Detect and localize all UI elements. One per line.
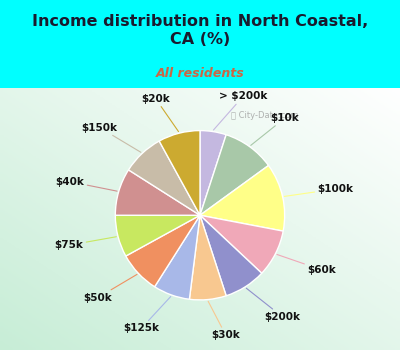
Text: $150k: $150k [82, 122, 141, 152]
Text: All residents: All residents [156, 67, 244, 80]
Wedge shape [159, 131, 200, 215]
Text: $40k: $40k [56, 177, 117, 191]
Wedge shape [126, 215, 200, 287]
Wedge shape [128, 141, 200, 215]
Text: $60k: $60k [277, 254, 336, 275]
Wedge shape [155, 215, 200, 299]
Text: $30k: $30k [208, 301, 240, 340]
Wedge shape [200, 215, 262, 296]
Text: $200k: $200k [246, 288, 300, 322]
Text: $75k: $75k [55, 237, 116, 250]
Wedge shape [115, 170, 200, 215]
Text: $20k: $20k [141, 94, 178, 132]
Wedge shape [200, 131, 226, 215]
Text: $50k: $50k [84, 274, 137, 302]
Text: ⓘ City-Data.com: ⓘ City-Data.com [232, 111, 299, 120]
Text: Income distribution in North Coastal,
CA (%): Income distribution in North Coastal, CA… [32, 14, 368, 47]
Wedge shape [115, 215, 200, 256]
Wedge shape [200, 166, 285, 231]
Text: > $200k: > $200k [214, 91, 267, 130]
Text: $10k: $10k [251, 113, 300, 145]
Wedge shape [200, 135, 268, 215]
Wedge shape [189, 215, 226, 300]
Text: $125k: $125k [123, 296, 171, 334]
Wedge shape [200, 215, 283, 273]
Text: $100k: $100k [284, 184, 353, 196]
